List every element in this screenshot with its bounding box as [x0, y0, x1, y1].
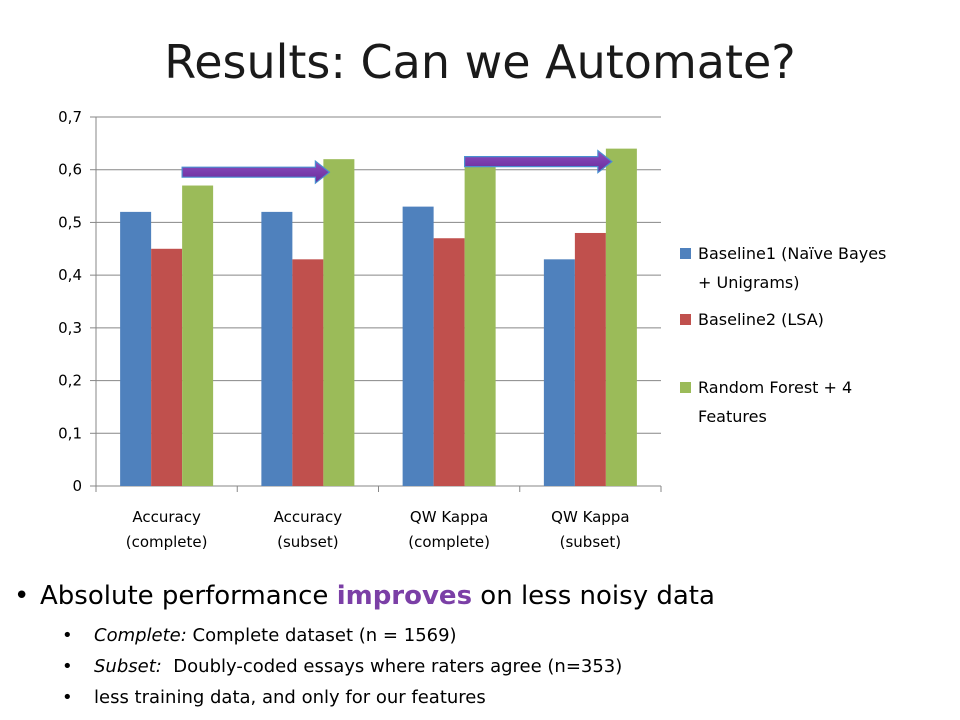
y-tick-label: 0,6: [58, 161, 82, 179]
legend: Baseline1 (Naïve Bayes + Unigrams) Baselin…: [680, 244, 886, 426]
bar: [120, 211, 152, 486]
y-tick-label: 0,4: [58, 266, 82, 284]
bullet-main-after: on less noisy data: [472, 581, 715, 611]
bar: [574, 232, 606, 486]
legend-swatch: [680, 248, 691, 259]
bullet-main-before: Absolute performance: [40, 581, 337, 611]
sub-bullet-rest: less training data, and only for our fea…: [94, 687, 486, 708]
sub-bullet-em: Subset:: [94, 656, 162, 677]
legend-label: Baseline1 (Naïve Bayes: [698, 244, 886, 263]
legend-swatch: [680, 382, 691, 393]
bar: [464, 159, 496, 486]
bar: [182, 185, 214, 486]
bar: [543, 259, 575, 486]
legend-label: + Unigrams): [698, 273, 800, 292]
sub-bullet-em: Complete:: [94, 625, 187, 646]
x-category-label: (subset): [560, 533, 621, 551]
x-category-label: QW Kappa: [410, 508, 488, 526]
bar: [292, 259, 324, 486]
bar: [261, 211, 293, 486]
x-category-label: (complete): [126, 533, 208, 551]
x-category-label: (complete): [408, 533, 490, 551]
sub-bullet-rest: Doubly-coded essays where raters agree (…: [161, 656, 623, 677]
bullet-main-highlight: improves: [336, 581, 473, 611]
legend-swatch: [680, 314, 691, 325]
y-tick-label: 0,5: [58, 213, 82, 231]
sub-bullet-text: less training data, and only for our fea…: [94, 684, 486, 712]
legend-label: Random Forest + 4: [698, 378, 852, 397]
legend-label: Features: [698, 407, 767, 426]
annotation-arrow: [181, 159, 331, 185]
bar: [402, 206, 434, 486]
annotation-arrow: [464, 149, 613, 174]
bullet-main-text: Absolute performance improves on less no…: [40, 576, 715, 616]
bullet-dot: •: [62, 625, 73, 646]
x-category-label: Accuracy: [274, 508, 343, 526]
bullet-dot: •: [62, 656, 73, 677]
bar: [433, 238, 465, 486]
y-tick-label: 0,1: [58, 424, 82, 442]
bar: [151, 248, 183, 486]
arrow-shape: [464, 149, 613, 174]
x-category-label: (subset): [277, 533, 338, 551]
arrows: [181, 149, 613, 185]
y-tick-label: 0,3: [58, 319, 82, 337]
legend-label: Baseline2 (LSA): [698, 310, 824, 329]
slide-title: Results: Can we Automate?: [164, 35, 796, 89]
x-category-label: QW Kappa: [551, 508, 629, 526]
x-category-label: Accuracy: [132, 508, 201, 526]
bars: [120, 148, 637, 486]
bullet-dot: •: [62, 687, 73, 708]
sub-bullet-text: Subset: Doubly-coded essays where raters…: [94, 653, 622, 681]
sub-bullet-rest: Complete dataset (n = 1569): [186, 625, 457, 646]
y-tick-label: 0: [72, 477, 82, 495]
sub-bullet-text: Complete: Complete dataset (n = 1569): [94, 622, 457, 650]
y-tick-label: 0,7: [58, 108, 82, 126]
arrow-shape: [181, 159, 331, 185]
axes: 0 0,1 0,2 0,3 0,4 0,5 0,6 0,7 Accuracy (complete)…: [58, 108, 662, 551]
y-tick-label: 0,2: [58, 372, 82, 390]
bar-chart: 0 0,1 0,2 0,3 0,4 0,5 0,6 0,7 Accuracy (complete)…: [58, 108, 886, 551]
bullet-dot: •: [14, 581, 30, 611]
bar: [323, 159, 355, 486]
bar: [605, 148, 637, 486]
